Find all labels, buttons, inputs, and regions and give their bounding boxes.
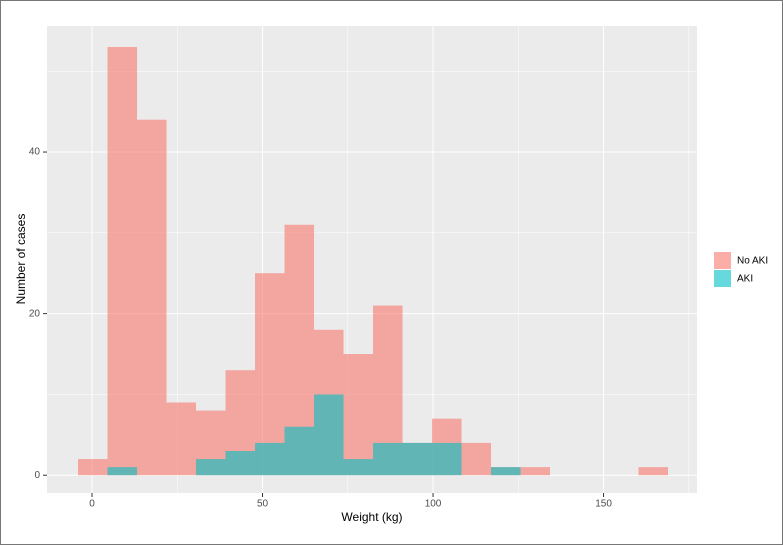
x-tick-label: 150 (595, 499, 612, 510)
x-tick-label: 50 (257, 499, 269, 510)
x-axis-title: Weight (kg) (341, 510, 402, 524)
bar (255, 442, 285, 476)
legend-label: No AKI (737, 256, 768, 267)
legend-key (714, 270, 731, 287)
legend-label: AKI (737, 274, 753, 285)
bar (255, 273, 285, 476)
legend-key (714, 252, 731, 269)
bar (166, 402, 197, 476)
y-tick-label: 0 (34, 470, 40, 481)
x-tick-label: 100 (425, 499, 442, 510)
bar (343, 459, 374, 476)
bar (78, 459, 108, 476)
bar (461, 442, 492, 476)
y-axis-title: Number of cases (14, 214, 28, 305)
bar (491, 467, 521, 476)
bar (107, 47, 138, 476)
bar (314, 394, 344, 476)
bar (402, 442, 433, 476)
bar (343, 354, 374, 476)
bar (284, 426, 315, 476)
y-tick-label: 40 (29, 147, 41, 158)
x-tick-label: 0 (89, 499, 95, 510)
bar (196, 459, 226, 476)
bar (373, 442, 403, 476)
bar (225, 450, 256, 476)
y-tick-label: 20 (29, 308, 41, 319)
bar (107, 467, 138, 476)
bar (432, 442, 462, 476)
bar (520, 467, 551, 476)
bar (137, 119, 167, 476)
bar (638, 467, 669, 476)
